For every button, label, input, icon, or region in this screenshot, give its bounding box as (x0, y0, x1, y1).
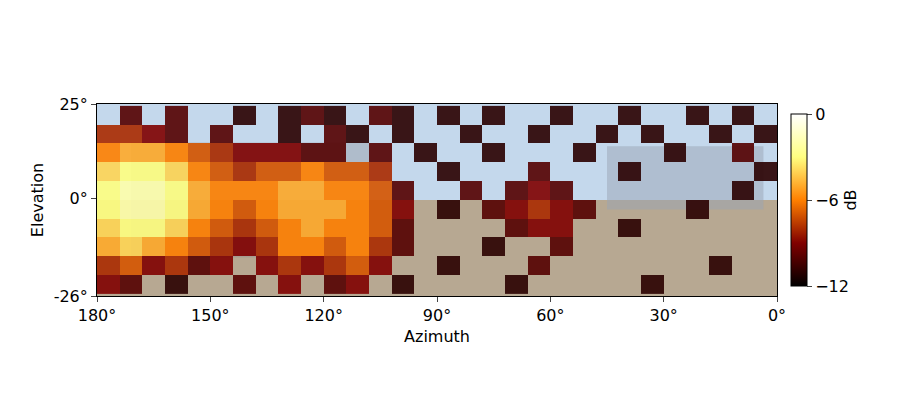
svg-text:25°: 25° (59, 95, 87, 114)
svg-text:−12: −12 (815, 277, 849, 296)
svg-text:0: 0 (815, 105, 825, 124)
svg-text:−6: −6 (815, 191, 839, 210)
svg-text:dB: dB (841, 189, 860, 210)
svg-text:90°: 90° (423, 306, 451, 325)
svg-text:Elevation: Elevation (28, 163, 47, 237)
svg-text:-26°: -26° (54, 287, 88, 306)
svg-text:180°: 180° (78, 306, 117, 325)
svg-text:60°: 60° (536, 306, 564, 325)
svg-text:150°: 150° (191, 306, 230, 325)
svg-text:120°: 120° (304, 306, 343, 325)
svg-text:0°: 0° (768, 306, 786, 325)
svg-text:30°: 30° (649, 306, 677, 325)
svg-text:Azimuth: Azimuth (404, 327, 470, 346)
svg-text:0°: 0° (70, 189, 88, 208)
